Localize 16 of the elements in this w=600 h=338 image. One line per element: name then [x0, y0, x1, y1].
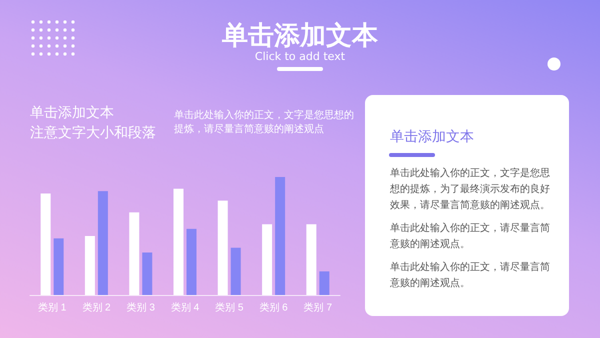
- x-tick-label: 类别 2: [82, 302, 112, 314]
- text: 单击此处输入你的正文，请尽量言简意赅的阐述观点。: [390, 260, 551, 291]
- x-tick-label: 类别 1: [38, 302, 67, 314]
- text: 单击添加文本: [390, 128, 474, 146]
- x-tick-label: 类别 7: [304, 302, 332, 314]
- x-tick-label: 类别 5: [215, 302, 244, 314]
- chart-title: 单击添加文本: [221, 20, 379, 52]
- x-tick-label: 类别 4: [170, 302, 200, 314]
- x-tick-label: 类别 3: [126, 302, 156, 314]
- text: 单击添加文本: [30, 104, 114, 122]
- text: 单击此处输入你的正文，请尽量言简意赅的阐述观点。: [390, 222, 551, 252]
- chart-subtitle: Click to add text: [254, 50, 346, 63]
- text: 单击此处输入你的正文，文字是您思想的提炼，为了最终演示发布的良好效果，请尽量言简意赅的阐述观点。: [390, 166, 551, 213]
- x-tick-label: 类别 6: [259, 302, 288, 314]
- text: 单击此处输入你的正文，文字是您思想的提炼，请尽量言简意赅的阐述观点: [174, 109, 354, 137]
- text: 注意文字大小和段落: [30, 124, 156, 142]
